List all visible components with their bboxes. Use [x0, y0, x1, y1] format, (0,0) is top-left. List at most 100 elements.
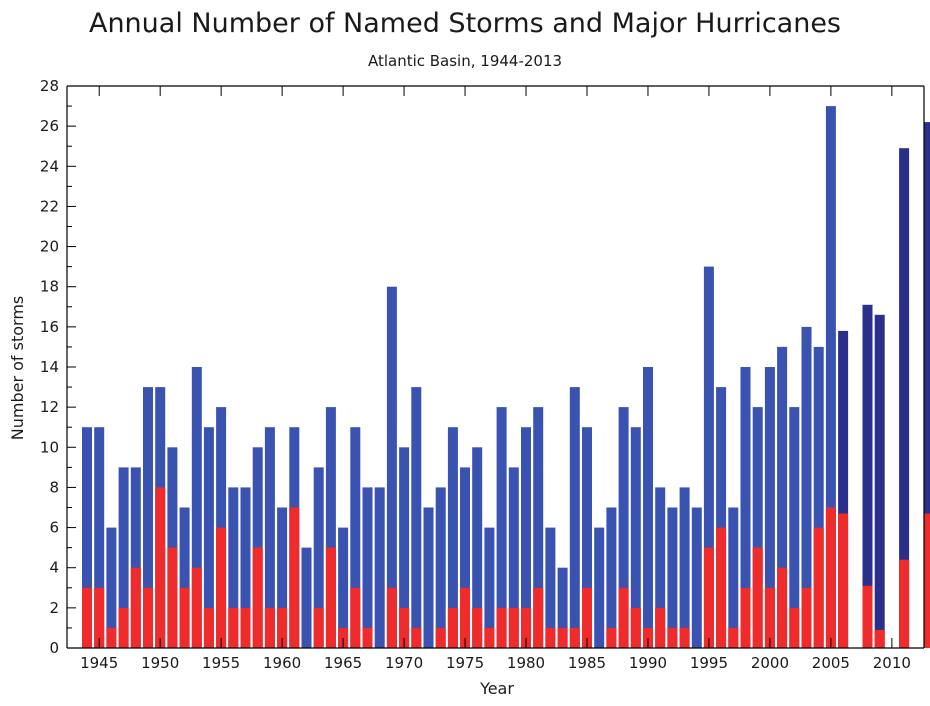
major-hurricanes-bar-2002 [789, 607, 800, 648]
named-storms-bar-1954 [203, 427, 214, 648]
y-tick-label-2: 2 [49, 599, 59, 617]
major-hurricanes-bar-1959 [264, 607, 275, 648]
y-tick-label-12: 12 [40, 398, 59, 416]
named-storms-bar-2004 [813, 346, 824, 648]
named-storms-bar-1984 [569, 387, 580, 648]
major-hurricanes-bar-2011 [899, 559, 910, 648]
major-hurricanes-bar-1979 [508, 607, 519, 648]
x-tick-label-1955: 1955 [202, 654, 240, 672]
major-hurricanes-bar-1955 [216, 527, 227, 648]
major-hurricanes-bar-1960 [277, 607, 288, 648]
major-hurricanes-bar-1974 [447, 607, 458, 648]
major-hurricanes-bar-1954 [203, 607, 214, 648]
named-storms-bar-1989 [630, 427, 641, 648]
major-hurricanes-bar-2000 [764, 587, 775, 648]
named-storms-bar-2001 [777, 346, 788, 648]
named-storms-bar-1985 [582, 427, 592, 648]
major-hurricanes-bar-1969 [386, 587, 397, 648]
named-storms-bar-1948 [130, 467, 141, 648]
named-storms-bar-1967 [362, 487, 373, 648]
chart-subtitle: Atlantic Basin, 1944-2013 [367, 52, 563, 70]
major-hurricanes-bar-1963 [313, 607, 324, 648]
named-storms-bar-2013 [923, 122, 930, 649]
major-hurricanes-bar-2008 [862, 585, 873, 648]
major-hurricanes-bar-1973 [435, 627, 446, 648]
y-axis-title: Number of storms [8, 296, 27, 440]
major-hurricanes-bar-1977 [484, 627, 495, 648]
major-hurricanes-bar-1948 [130, 567, 141, 648]
major-hurricanes-bar-2004 [813, 527, 824, 648]
major-hurricanes-bar-1950 [155, 487, 166, 648]
named-storms-bar-1986 [594, 527, 605, 648]
named-storms-bar-1953 [191, 367, 202, 648]
major-hurricanes-bar-1980 [521, 607, 531, 648]
x-tick-label-1995: 1995 [690, 654, 728, 672]
major-hurricanes-bar-1957 [240, 607, 251, 648]
major-hurricanes-bar-1949 [143, 587, 153, 648]
major-hurricanes-bar-1990 [643, 627, 653, 648]
named-storms-bar-1966 [350, 427, 361, 648]
named-storms-bar-1990 [643, 367, 653, 648]
named-storms-bar-1970 [399, 447, 410, 648]
x-tick-label-1985: 1985 [568, 654, 606, 672]
major-hurricanes-bar-2003 [801, 587, 812, 648]
y-tick-label-6: 6 [49, 519, 59, 537]
named-storms-bar-1994 [691, 507, 702, 648]
major-hurricanes-bar-1982 [545, 627, 556, 648]
y-tick-label-26: 26 [40, 117, 59, 135]
named-storms-bar-1952 [179, 507, 190, 648]
named-storms-bar-1946 [106, 527, 117, 648]
named-storms-bar-1980 [521, 427, 531, 648]
major-hurricanes-bar-1996 [716, 527, 727, 648]
major-hurricanes-bar-1975 [460, 587, 470, 648]
y-tick-label-16: 16 [40, 318, 59, 336]
named-storms-bar-2003 [801, 326, 812, 648]
named-storms-bar-1963 [313, 467, 324, 648]
x-tick-label-1945: 1945 [80, 654, 118, 672]
major-hurricanes-bar-1989 [630, 607, 641, 648]
major-hurricanes-bar-1953 [191, 567, 202, 648]
y-tick-label-8: 8 [49, 478, 59, 496]
named-storms-bar-1974 [447, 427, 458, 648]
named-storms-bar-1993 [679, 487, 690, 648]
major-hurricanes-bar-1958 [252, 547, 263, 648]
x-tick-label-1965: 1965 [324, 654, 362, 672]
named-storms-bar-1978 [496, 407, 507, 648]
x-axis-title: Year [479, 679, 514, 698]
major-hurricanes-bar-1992 [667, 627, 678, 648]
named-storms-bar-1992 [667, 507, 678, 648]
x-tick-label-1970: 1970 [385, 654, 423, 672]
named-storms-bar-1949 [143, 387, 153, 648]
major-hurricanes-bar-1984 [569, 627, 580, 648]
y-tick-label-0: 0 [49, 639, 59, 657]
chart-title: Annual Number of Named Storms and Major … [88, 8, 842, 39]
bars-group [82, 106, 930, 649]
major-hurricanes-bar-1981 [533, 587, 544, 648]
y-tick-label-18: 18 [40, 278, 59, 296]
major-hurricanes-bar-1952 [179, 587, 190, 648]
y-tick-label-20: 20 [40, 238, 59, 256]
major-hurricanes-bar-1961 [289, 507, 300, 648]
named-storms-bar-1964 [325, 407, 336, 648]
major-hurricanes-bar-1987 [606, 627, 617, 648]
named-storms-bar-1968 [374, 487, 385, 648]
y-tick-label-4: 4 [49, 559, 59, 577]
major-hurricanes-bar-1951 [167, 547, 178, 648]
major-hurricanes-bar-1965 [338, 627, 349, 648]
x-tick-label-1950: 1950 [141, 654, 179, 672]
major-hurricanes-bar-1995 [703, 547, 714, 648]
x-tick-label-2005: 2005 [812, 654, 850, 672]
x-tick-label-2010: 2010 [873, 654, 911, 672]
x-tick-label-1975: 1975 [446, 654, 484, 672]
named-storms-bar-1947 [118, 467, 129, 648]
named-storms-bar-1969 [386, 286, 397, 648]
major-hurricanes-bar-1998 [740, 587, 751, 648]
named-storms-bar-1956 [228, 487, 239, 648]
y-tick-label-22: 22 [40, 197, 59, 215]
named-storms-bar-1973 [435, 487, 446, 648]
major-hurricanes-bar-2013 [923, 513, 930, 648]
named-storms-bar-2002 [789, 407, 800, 648]
named-storms-bar-1965 [338, 527, 349, 648]
named-storms-bar-1981 [533, 407, 544, 648]
